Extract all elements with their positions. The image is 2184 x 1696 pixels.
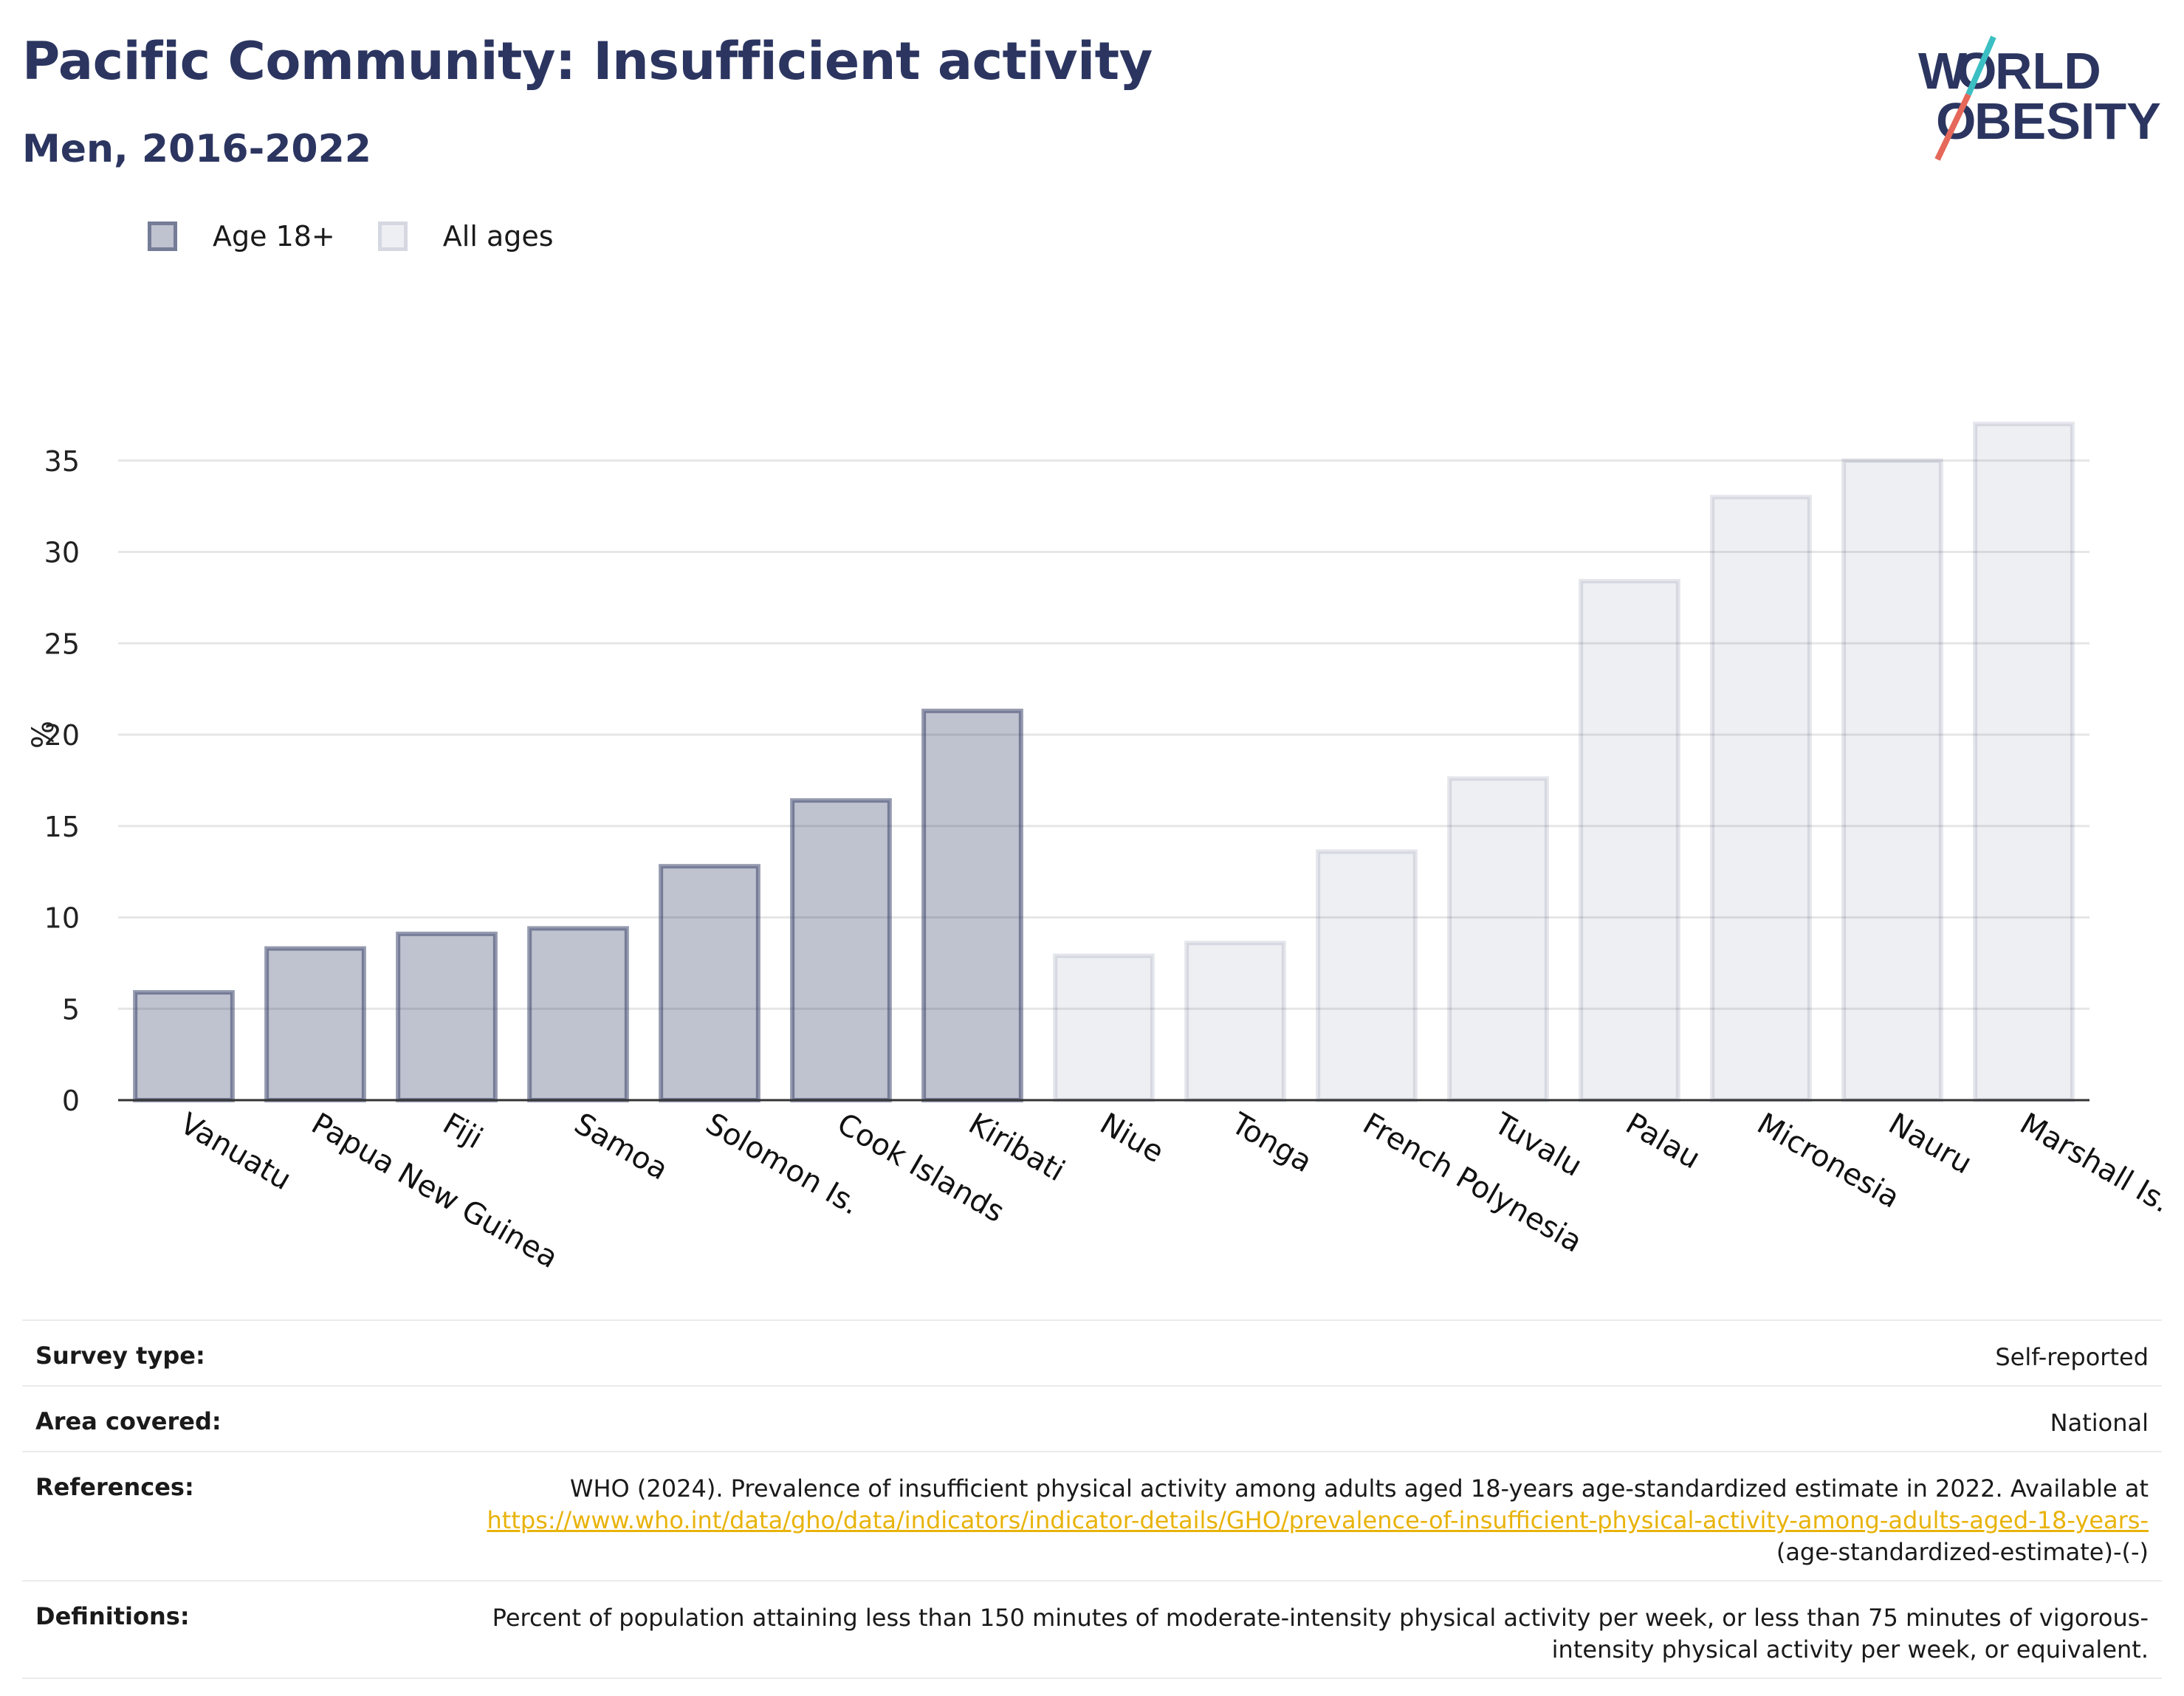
bar [1316,849,1418,1103]
meta-value: National [2050,1409,2149,1437]
legend-item-age18[interactable]: Age 18+ [148,220,335,253]
chart-title: Pacific Community: Insufficient activity [22,31,1153,92]
meta-row-area-covered: Area covered: National [22,1385,2162,1451]
bar [527,926,629,1102]
legend-item-all-ages[interactable]: All ages [377,220,554,253]
bar [396,931,498,1103]
meta-value: Percent of population attaining less tha… [492,1604,2149,1664]
x-tick-label: Marshall Is. [2014,1107,2176,1220]
x-tick-label: Niue [1094,1107,1170,1170]
bar [1973,422,2075,1102]
meta-label: Survey type: [35,1342,205,1370]
bar [1579,579,1680,1102]
svg-text:W: W [1918,42,1967,100]
x-tick-label: Nauru [1883,1107,1977,1181]
y-tick-label: 10 [44,902,80,935]
x-tick-label: Micronesia [1751,1107,1905,1215]
meta-label: Definitions: [35,1602,190,1630]
meta-row-survey-type: Survey type: Self-reported [22,1319,2162,1385]
legend-label-all-ages: All ages [442,220,554,253]
x-tick-label: Palau [1620,1107,1706,1176]
svg-text:BESITY: BESITY [1974,92,2161,150]
x-tick-label: Fiji [437,1107,488,1156]
x-tick-label: Vanuatu [174,1107,297,1197]
svg-text:RLD: RLD [1995,42,2101,100]
x-tick-label: Tonga [1225,1106,1318,1179]
bar [921,708,1023,1102]
chart-legend: Age 18+ All ages [148,220,597,253]
bar [659,864,760,1102]
x-tick-label: French Polynesia [1357,1107,1587,1260]
x-tick-label: Samoa [569,1107,673,1187]
reference-suffix: (age-standardized-estimate)-(-) [1776,1538,2149,1566]
bar [264,946,366,1102]
y-tick-label: 35 [44,445,80,478]
meta-label: References: [35,1473,194,1501]
reference-text: WHO (2024). Prevalence of insufficient p… [569,1474,2149,1503]
meta-value: WHO (2024). Prevalence of insufficient p… [450,1473,2149,1568]
bar [1053,953,1155,1102]
x-tick-label: Papua New Guinea [306,1107,563,1275]
bar [1710,495,1812,1102]
y-tick-label: 20 [44,719,80,752]
metadata-table: Survey type: Self-reported Area covered:… [22,1319,2162,1679]
y-axis-label: % [27,721,61,749]
reference-link[interactable]: https://www.who.int/data/gho/data/indica… [487,1506,2149,1534]
meta-row-definitions: Definitions: Percent of population attai… [22,1580,2162,1679]
meta-label: Area covered: [35,1407,222,1435]
meta-value: Self-reported [1995,1343,2149,1371]
y-tick-label: 30 [44,537,80,569]
y-tick-label: 25 [44,628,80,660]
y-tick-label: 15 [44,811,80,843]
world-obesity-logo: W O RLD O BESITY [1918,35,2161,161]
x-tick-label: Kiribati [963,1107,1071,1189]
y-tick-label: 0 [62,1085,80,1117]
bar [1841,458,1943,1102]
bar [1447,776,1549,1103]
legend-swatch-age18 [148,222,177,251]
bar [790,798,892,1102]
bar-chart: 0 5 10 15 20 25 30 35% Vanuatu Papua New GuineaFi… [27,422,2176,1275]
legend-label-age18: Age 18+ [213,220,335,253]
meta-row-references: References: WHO (2024). Prevalence of in… [22,1451,2162,1580]
legend-swatch-all-ages [377,222,408,251]
bar [1184,941,1286,1103]
x-tick-label: Tuvalu [1488,1106,1587,1184]
chart-subtitle: Men, 2016-2022 [22,127,371,171]
bar [133,989,235,1102]
y-tick-label: 5 [62,993,80,1026]
